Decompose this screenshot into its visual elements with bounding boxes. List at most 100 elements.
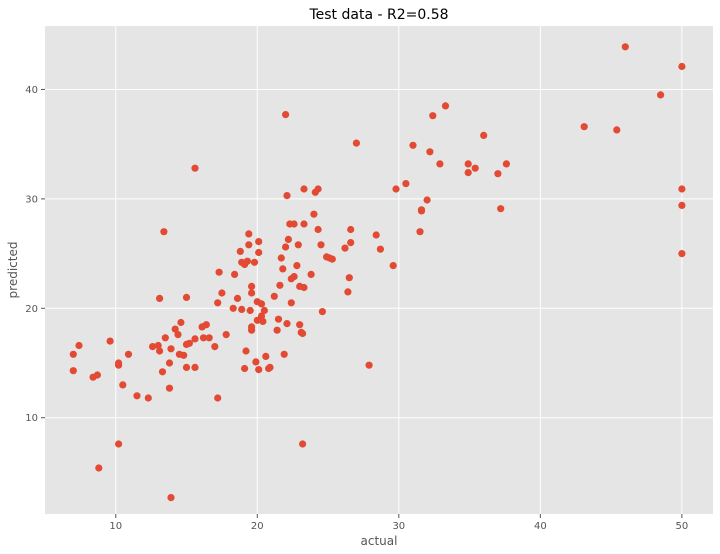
scatter-point — [287, 299, 295, 307]
scatter-point — [310, 210, 318, 218]
scatter-point — [409, 141, 417, 149]
scatter-point — [266, 363, 274, 371]
scatter-point — [299, 440, 307, 448]
scatter-point — [257, 300, 266, 308]
scatter-point — [93, 371, 101, 379]
scatter-point — [69, 367, 77, 375]
y-axis-ticks: 10 20 30 40 — [25, 85, 45, 424]
scatter-point — [185, 339, 193, 347]
scatter-point — [250, 258, 259, 266]
scatter-point — [158, 368, 167, 376]
scatter-point — [300, 185, 308, 193]
scatter-point — [149, 343, 157, 351]
scatter-point — [245, 241, 253, 249]
scatter-point — [214, 299, 222, 307]
scatter-point — [497, 205, 505, 213]
y-axis-label: predicted — [6, 242, 20, 299]
scatter-point — [284, 235, 292, 243]
scatter-point — [464, 160, 472, 168]
scatter-point — [133, 392, 141, 400]
scatter-point — [238, 305, 246, 313]
scatter-point — [119, 381, 127, 389]
scatter-point — [314, 225, 322, 234]
y-tick-label: 10 — [25, 413, 38, 424]
scatter-point — [215, 268, 223, 276]
scatter-point — [376, 245, 384, 253]
scatter-point — [317, 241, 325, 249]
scatter-point — [365, 361, 373, 369]
scatter-point — [296, 321, 304, 329]
scatter-point — [218, 289, 226, 297]
scatter-point — [678, 62, 686, 71]
scatter-point — [347, 239, 355, 247]
x-axis-label: actual — [361, 534, 398, 548]
scatter-point — [441, 102, 450, 110]
x-axis-ticks: 10 20 30 40 50 — [109, 514, 688, 532]
scatter-point — [233, 294, 242, 302]
scatter-point — [191, 164, 199, 172]
scatter-point — [75, 341, 83, 350]
y-tick-label: 30 — [25, 194, 38, 205]
scatter-point — [124, 350, 133, 358]
scatter-point — [177, 318, 185, 327]
scatter-point — [678, 201, 686, 209]
scatter-point — [402, 180, 410, 188]
scatter-point — [464, 169, 472, 177]
scatter-point — [242, 347, 250, 355]
scatter-point — [243, 257, 251, 265]
scatter-point — [328, 255, 336, 263]
scatter-point — [372, 231, 380, 239]
plot-area — [45, 26, 713, 514]
scatter-point — [580, 123, 588, 131]
data-points — [69, 43, 686, 502]
y-tick-label: 20 — [25, 304, 38, 315]
scatter-point — [106, 337, 114, 345]
scatter-point — [205, 334, 213, 342]
scatter-point — [341, 244, 349, 252]
scatter-point — [300, 220, 308, 228]
scatter-point — [293, 262, 301, 270]
scatter-point — [246, 306, 254, 315]
scatter-point — [494, 170, 502, 178]
scatter-point — [202, 321, 210, 329]
scatter-point — [294, 241, 302, 249]
scatter-point — [280, 350, 288, 358]
scatter-point — [270, 292, 278, 300]
scatter-point — [259, 317, 267, 325]
scatter-point — [282, 243, 290, 251]
scatter-point — [279, 265, 287, 273]
scatter-point — [180, 351, 188, 359]
scatter-point — [471, 164, 479, 172]
scatter-point — [273, 326, 281, 334]
scatter-point — [290, 273, 298, 281]
scatter-point — [160, 228, 168, 236]
scatter-point — [255, 366, 263, 374]
scatter-point — [214, 394, 222, 402]
scatter-point — [231, 270, 239, 278]
scatter-point — [262, 352, 270, 360]
scatter-point — [429, 112, 437, 120]
scatter-point — [165, 359, 174, 367]
scatter-point — [480, 131, 488, 139]
scatter-point — [167, 345, 175, 353]
scatter-point — [248, 326, 256, 334]
scatter-point — [389, 262, 397, 270]
scatter-point — [426, 148, 434, 156]
scatter-point — [307, 270, 315, 278]
scatter-point — [417, 206, 426, 214]
scatter-point — [502, 160, 510, 168]
scatter-point — [290, 220, 298, 228]
scatter-point — [174, 331, 182, 339]
x-tick-label: 30 — [392, 521, 405, 532]
scatter-point — [274, 315, 283, 323]
scatter-point — [255, 248, 263, 257]
scatter-point — [345, 274, 353, 282]
scatter-point — [277, 254, 285, 262]
scatter-point — [115, 361, 123, 369]
scatter-point — [282, 111, 290, 119]
scatter-point — [416, 228, 424, 236]
scatter-point — [252, 358, 260, 366]
scatter-point — [115, 440, 123, 448]
scatter-point — [156, 294, 164, 302]
